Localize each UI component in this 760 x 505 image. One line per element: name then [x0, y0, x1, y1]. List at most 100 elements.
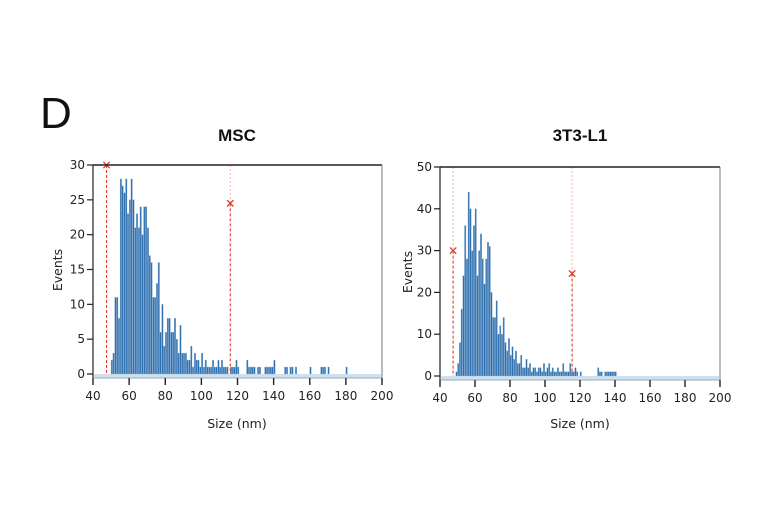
histogram-bar [509, 354, 512, 377]
histogram-bar [553, 371, 556, 377]
histogram-bar [504, 342, 507, 377]
histogram-bar [492, 317, 495, 377]
histogram-bar [127, 213, 130, 375]
histogram-bar [527, 367, 530, 377]
histogram-bar [271, 366, 274, 375]
histogram-bar [266, 366, 269, 375]
y-axis-label: Events [400, 251, 415, 293]
histogram-bar [188, 359, 191, 375]
histogram-bar [154, 297, 157, 375]
histogram-bar [551, 367, 554, 377]
histogram-bar [190, 345, 193, 375]
histogram-bar [613, 371, 615, 377]
histogram-bar [152, 297, 155, 375]
histogram-bar [488, 246, 491, 377]
histogram-bar [233, 366, 236, 375]
histogram-bar [235, 359, 238, 375]
x-tick-label: 80 [502, 391, 517, 405]
histogram-bar [137, 227, 140, 375]
histogram-bar [459, 342, 461, 377]
histogram-bar [495, 300, 498, 377]
histogram-bar [246, 359, 249, 375]
histogram-bar [564, 371, 566, 377]
histogram-bar [208, 366, 211, 375]
histogram-bar [345, 366, 348, 375]
x-ticks: 40 60 80 100 120 140 160 180 200 [85, 378, 393, 403]
histogram-bar [289, 366, 292, 375]
histogram-bar [530, 371, 533, 377]
histogram-bar [501, 334, 503, 377]
histogram-bar [511, 346, 514, 377]
histogram-bar [237, 366, 240, 375]
x-ticks: 40 60 80 100 120 140 160 180 200 [432, 380, 731, 405]
x-tick-label: 180 [334, 389, 357, 403]
histogram-bar [579, 371, 582, 377]
histogram-bar [174, 318, 176, 375]
histogram-bar [139, 206, 142, 375]
histogram-bar [460, 308, 463, 377]
histogram-bar [518, 363, 521, 377]
histogram-bar [508, 338, 510, 377]
histogram-bar [562, 363, 565, 377]
histogram-bar [251, 366, 254, 375]
histogram-bar [546, 367, 549, 377]
histogram-bar [257, 366, 260, 375]
histogram-bar [222, 366, 225, 375]
x-tick-label: 160 [639, 391, 662, 405]
histogram-bar [529, 363, 531, 377]
x-tick-label: 120 [569, 391, 592, 405]
histogram-bar [576, 371, 579, 377]
histogram-bar [481, 258, 484, 377]
histogram-bar [523, 367, 526, 377]
histogram-bar [597, 367, 600, 377]
histogram-bar [192, 366, 195, 375]
y-tick-label: 15 [70, 263, 85, 277]
bars-group [94, 178, 381, 378]
histogram-bar [464, 225, 467, 377]
histogram-bar [557, 367, 559, 377]
histogram-bar [558, 371, 561, 377]
histogram-bar [455, 371, 458, 377]
x-axis-label: Size (nm) [207, 416, 267, 431]
histogram-bar [193, 352, 196, 375]
histogram-bar [130, 178, 133, 375]
histogram-bar [157, 262, 160, 375]
histogram-bar [203, 366, 205, 375]
histogram-bar [210, 366, 213, 375]
histogram-bar [248, 366, 251, 375]
histogram-bar [607, 371, 610, 377]
histogram-bar [469, 208, 472, 377]
histogram-bar [224, 366, 227, 375]
histogram-bar [249, 366, 252, 375]
histogram-bar [128, 199, 131, 375]
histogram-bar [611, 371, 614, 377]
histogram-bar [213, 366, 216, 375]
histogram-bar [480, 233, 482, 377]
histogram-bar [572, 371, 575, 377]
x-tick-label: 140 [604, 391, 627, 405]
histogram-bar [179, 325, 182, 375]
x-axis-label: Size (nm) [550, 416, 610, 431]
histogram-bar [168, 318, 171, 375]
marker-x-icon [449, 246, 457, 255]
histogram-bar [532, 367, 535, 377]
histogram-bar [291, 366, 294, 375]
histogram-bar [502, 317, 505, 377]
histogram-bar [156, 283, 158, 375]
histogram-bar [487, 242, 489, 377]
histogram-bar [548, 363, 551, 377]
x-tick-label: 120 [226, 389, 249, 403]
histogram-bar [116, 297, 119, 375]
histogram-bar [217, 359, 220, 375]
histogram-bar [320, 366, 323, 375]
histogram-bar [522, 367, 524, 377]
histogram-bar [183, 352, 185, 375]
y-tick-label: 0 [424, 369, 432, 383]
histogram-bar [166, 318, 169, 375]
x-tick-label: 180 [674, 391, 697, 405]
y-tick-label: 10 [70, 297, 85, 311]
histogram-bar [170, 332, 173, 375]
histogram-bar [544, 371, 547, 377]
y-axis-label: Events [50, 249, 65, 291]
